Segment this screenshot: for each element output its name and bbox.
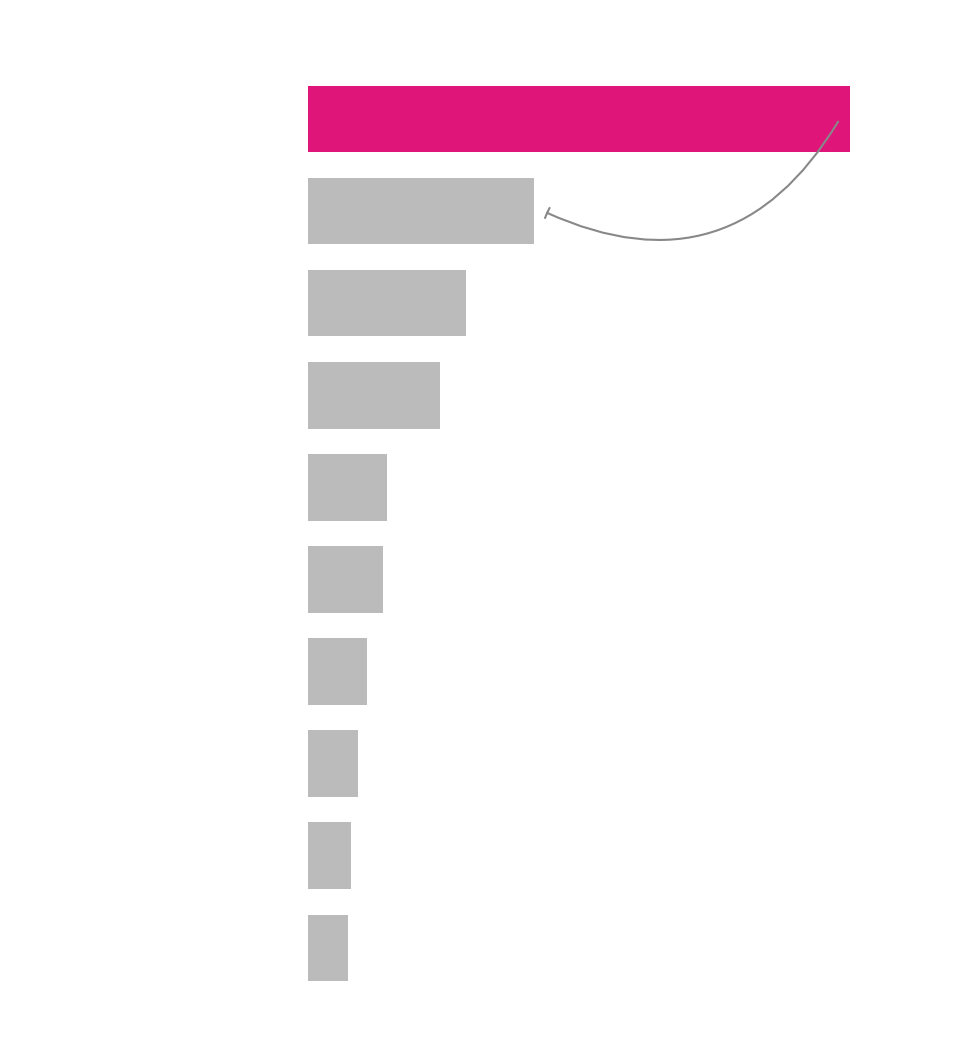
- Bar: [308, 822, 351, 889]
- Bar: [308, 270, 466, 337]
- Bar: [308, 86, 849, 153]
- Bar: [308, 362, 440, 429]
- Bar: [308, 914, 348, 981]
- Bar: [308, 546, 382, 613]
- Bar: [308, 730, 357, 797]
- Bar: [308, 638, 367, 705]
- Bar: [308, 178, 533, 245]
- Bar: [308, 454, 386, 521]
